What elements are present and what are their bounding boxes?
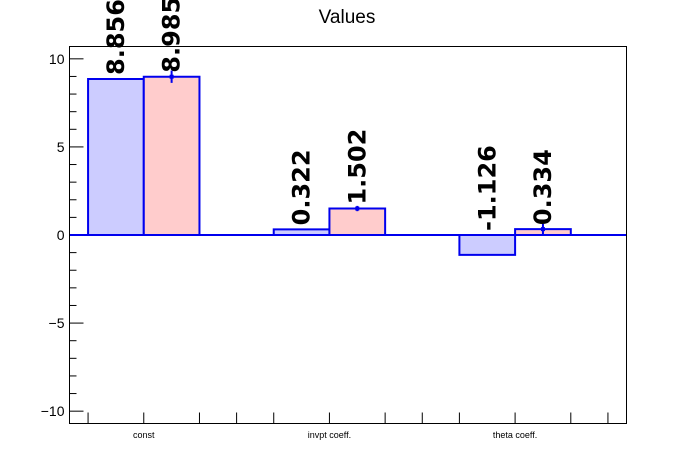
plot-frame [69,46,627,424]
y-tick-label: 0 [57,227,65,243]
data-label: 0.334 [529,149,557,225]
y-tick-label: 5 [57,139,65,155]
bar-layer [69,70,627,256]
x-category-label: invpt coeff. [308,430,351,440]
data-label: -1.126 [473,145,501,231]
bar [273,229,330,235]
x-category-label: const [133,430,155,440]
bar [88,78,144,236]
error-marker [540,227,545,232]
bar [329,208,386,235]
chart-title: Values [319,7,376,28]
y-tick-label: 10 [49,51,65,67]
bar [143,76,200,235]
y-tick-label: −10 [41,403,65,419]
error-marker [355,206,360,211]
data-label: 8.856 [102,0,130,75]
label-layer: 8.856 0.322 -1.126 8.985 1.502 0.334 [102,0,557,231]
bar-outline [458,235,517,256]
error-marker [169,74,174,79]
x-category-label: theta coeff. [493,430,537,440]
data-label: 1.502 [343,129,371,205]
axis-layer: −10 −5 0 5 10 const invpt coeff. theta coeff. [41,51,609,440]
y-tick-label: −5 [49,315,65,331]
data-label: 0.322 [288,149,316,225]
bar [459,235,516,255]
data-label: 8.985 [158,0,186,73]
